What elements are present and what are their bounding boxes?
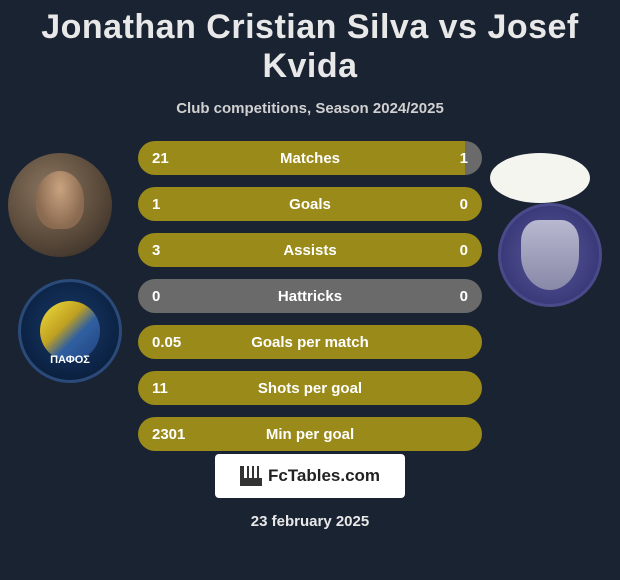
brand-text: FcTables.com [268, 466, 380, 486]
player-right-avatar [490, 153, 590, 203]
player-left-club-badge: ΠΑΦΟΣ [18, 279, 122, 383]
page-title: Jonathan Cristian Silva vs Josef Kvida [0, 0, 620, 86]
subtitle: Club competitions, Season 2024/2025 [0, 100, 620, 117]
stats-list: 21Matches11Goals03Assists00Hattricks00.0… [138, 141, 482, 463]
stat-value-left: 11 [152, 380, 192, 397]
stat-row: 21Matches1 [138, 141, 482, 175]
date-text: 23 february 2025 [0, 513, 620, 530]
stat-label: Min per goal [192, 426, 428, 443]
stat-row: 11Shots per goal [138, 371, 482, 405]
stat-row: 3Assists0 [138, 233, 482, 267]
stat-label: Assists [192, 242, 428, 259]
stat-value-right: 0 [428, 196, 468, 213]
stat-label: Goals [192, 196, 428, 213]
stat-label: Shots per goal [192, 380, 428, 397]
player-right-club-badge [498, 203, 602, 307]
club-badge-left-text: ΠΑΦΟΣ [50, 354, 90, 366]
stat-value-left: 2301 [152, 426, 192, 443]
stat-value-right: 0 [428, 288, 468, 305]
club-badge-left-icon [40, 301, 100, 361]
player-left-avatar [8, 153, 112, 257]
stat-label: Hattricks [192, 288, 428, 305]
brand-badge: FcTables.com [215, 454, 405, 498]
stat-row: 0Hattricks0 [138, 279, 482, 313]
stat-row: 1Goals0 [138, 187, 482, 221]
stat-value-left: 0 [152, 288, 192, 305]
stat-value-left: 21 [152, 150, 192, 167]
stat-row: 0.05Goals per match [138, 325, 482, 359]
club-badge-right-icon [521, 220, 579, 290]
barchart-icon [240, 466, 262, 486]
stat-label: Matches [192, 150, 428, 167]
stat-value-left: 1 [152, 196, 192, 213]
stat-label: Goals per match [192, 334, 428, 351]
stat-value-left: 3 [152, 242, 192, 259]
stat-value-right: 0 [428, 242, 468, 259]
stat-value-right: 1 [428, 150, 468, 167]
stat-row: 2301Min per goal [138, 417, 482, 451]
stat-value-left: 0.05 [152, 334, 192, 351]
